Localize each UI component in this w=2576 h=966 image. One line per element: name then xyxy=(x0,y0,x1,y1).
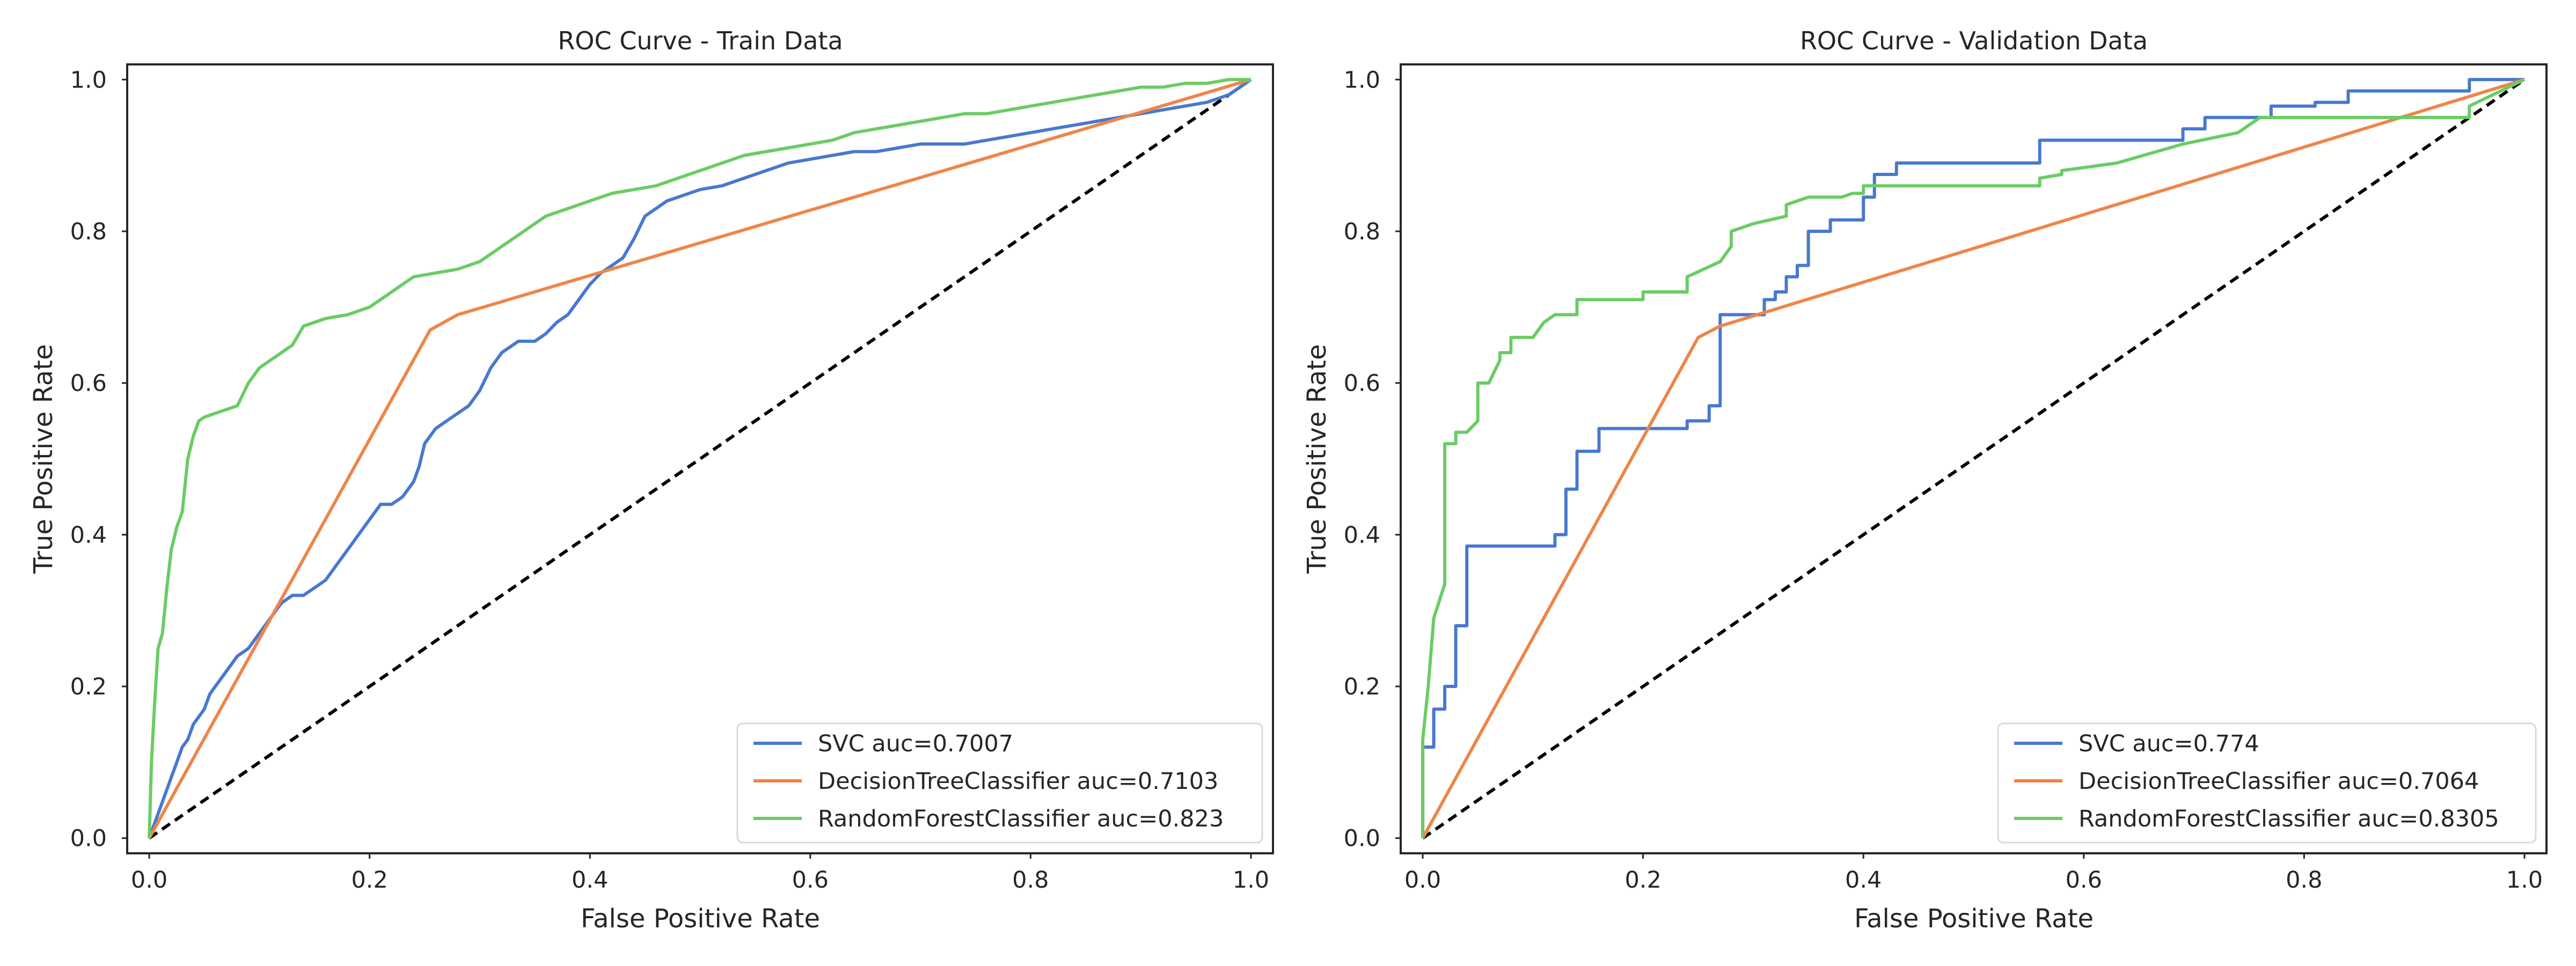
axes-frame xyxy=(1400,63,2548,854)
x-tick-label: 0.2 xyxy=(1624,867,1661,894)
y-axis-label: True Positive Rate xyxy=(28,344,58,574)
legend-label-svc: SVC auc=0.774 xyxy=(2079,730,2259,757)
legend: SVC auc=0.7007 DecisionTreeClassifier au… xyxy=(736,722,1263,844)
legend: SVC auc=0.774 DecisionTreeClassifier auc… xyxy=(1997,722,2537,844)
plot-area xyxy=(1421,78,2526,840)
svc-roc-line xyxy=(148,78,1252,839)
decision-tree-roc-line xyxy=(148,78,1252,839)
x-tick-label: 0.2 xyxy=(351,867,387,894)
x-tick-label: 0.0 xyxy=(131,867,167,894)
y-tick-label: 0.8 xyxy=(70,218,107,245)
chance-diagonal-line xyxy=(1422,78,2526,840)
y-tick-label: 0.4 xyxy=(70,522,107,548)
x-tick-label: 0.6 xyxy=(792,867,829,894)
y-tick-label: 0.0 xyxy=(1344,825,1380,852)
y-tick-label: 0.8 xyxy=(1344,218,1380,245)
x-tick-label: 1.0 xyxy=(2506,867,2543,894)
chance-diagonal-line xyxy=(148,78,1252,840)
svc-roc-line xyxy=(1421,78,2524,838)
axis-ticks: 0.0 0.2 0.4 0.6 0.8 1.0 0.0 0.2 0.4 0.6 0.8 1.0 xyxy=(70,67,1270,894)
x-tick-label: 0.0 xyxy=(1404,867,1441,894)
plot-area xyxy=(148,78,1252,840)
x-tick-label: 1.0 xyxy=(1233,867,1269,894)
y-tick-label: 0.0 xyxy=(70,825,107,852)
x-tick-label: 0.4 xyxy=(1845,867,1882,894)
validation-roc-panel: ROC Curve - Validation Data 0.0 0.2 0.4 0.6… xyxy=(1302,26,2548,934)
y-tick-label: 0.4 xyxy=(1344,522,1380,548)
random-forest-roc-line xyxy=(148,78,1251,838)
y-tick-label: 0.6 xyxy=(1344,370,1380,397)
chart-title: ROC Curve - Validation Data xyxy=(1800,26,2148,55)
y-tick-label: 1.0 xyxy=(70,67,107,93)
legend-box xyxy=(736,722,1263,844)
x-tick-label: 0.8 xyxy=(1012,867,1049,894)
x-axis-label: False Positive Rate xyxy=(581,904,820,934)
axes-frame xyxy=(126,63,1274,854)
random-forest-roc-line xyxy=(1421,78,2526,838)
y-tick-label: 0.6 xyxy=(70,370,107,397)
decision-tree-roc-line xyxy=(1421,78,2525,839)
chart-title: ROC Curve - Train Data xyxy=(558,26,843,55)
legend-label-decision-tree: DecisionTreeClassifier auc=0.7064 xyxy=(2079,768,2479,795)
x-tick-label: 0.6 xyxy=(2066,867,2102,894)
y-tick-label: 0.2 xyxy=(1344,674,1380,700)
y-axis-label: True Positive Rate xyxy=(1302,344,1332,574)
legend-box xyxy=(1997,722,2537,844)
x-axis-label: False Positive Rate xyxy=(1854,904,2094,934)
y-tick-label: 0.2 xyxy=(70,674,107,700)
legend-label-random-forest: RandomForestClassifier auc=0.823 xyxy=(818,806,1224,832)
legend-label-svc: SVC auc=0.7007 xyxy=(818,730,1013,757)
legend-label-decision-tree: DecisionTreeClassifier auc=0.7103 xyxy=(818,768,1218,795)
train-roc-panel: ROC Curve - Train Data 0.0 0.2 0.4 0.6 0.8 1.… xyxy=(28,26,1274,934)
y-tick-label: 1.0 xyxy=(1344,67,1380,93)
axis-ticks: 0.0 0.2 0.4 0.6 0.8 1.0 0.0 0.2 0.4 0.6 0.8 1.0 xyxy=(1344,67,2543,894)
x-tick-label: 0.8 xyxy=(2286,867,2322,894)
x-tick-label: 0.4 xyxy=(572,867,608,894)
legend-label-random-forest: RandomForestClassifier auc=0.8305 xyxy=(2079,806,2499,832)
